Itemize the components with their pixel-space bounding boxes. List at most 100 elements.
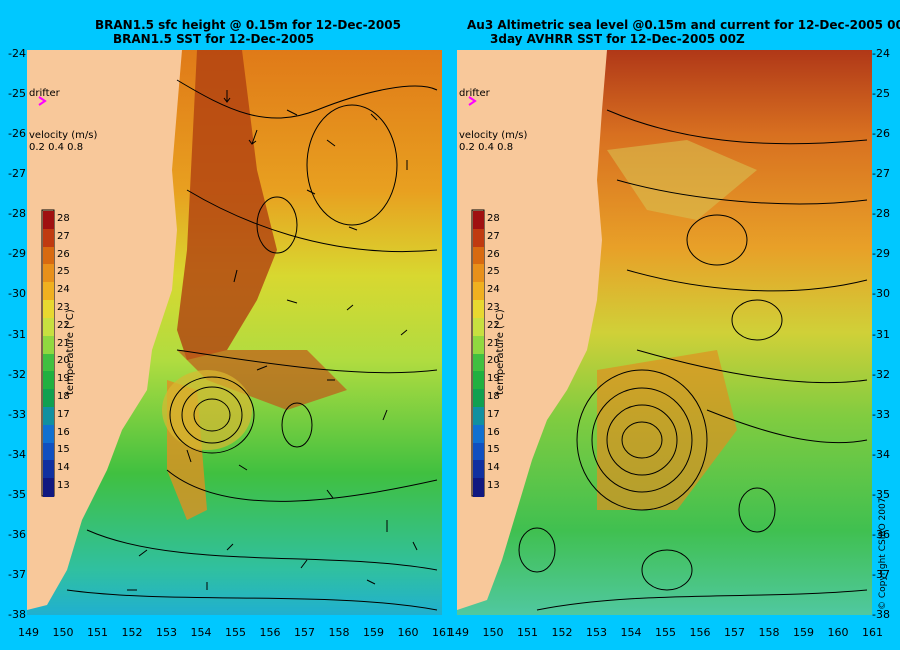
latitude-tick-label: -35 bbox=[8, 487, 26, 501]
longitude-tick-label: 151 bbox=[87, 626, 108, 639]
colorbar-tick-label: 18 bbox=[57, 391, 70, 403]
longitude-tick-label: 159 bbox=[363, 626, 384, 639]
velocity-label-left: velocity (m/s) bbox=[29, 130, 98, 141]
latitude-tick-label: -28 bbox=[872, 207, 890, 221]
colorbar-swatch bbox=[43, 353, 54, 372]
colorbar-tick-label: 26 bbox=[57, 248, 70, 260]
colorbar-right-fill bbox=[473, 211, 484, 497]
colorbar-swatch bbox=[473, 353, 484, 372]
colorbar-swatch bbox=[43, 264, 54, 283]
longitude-tick-label: 156 bbox=[259, 626, 281, 639]
latitude-tick-label: -25 bbox=[872, 87, 890, 101]
colorbar-swatch bbox=[43, 317, 54, 337]
colorbar-swatch bbox=[473, 460, 484, 479]
latitude-tick-label: -24 bbox=[872, 47, 890, 60]
colorbar-tick-label: 21 bbox=[57, 337, 70, 349]
latitude-tick-label: -32 bbox=[872, 367, 890, 381]
colorbar-right-title: temperature (°C) bbox=[495, 309, 506, 395]
left-title-line2: BRAN1.5 SST for 12-Dec-2005 bbox=[113, 32, 315, 46]
latitude-tick-label: -26 bbox=[8, 127, 26, 141]
velocity-values-right: 0.2 0.4 0.8 bbox=[459, 142, 514, 153]
latitude-tick-label: -34 bbox=[872, 447, 890, 461]
latitude-tick-label: -36 bbox=[8, 527, 26, 541]
colorbar-swatch bbox=[43, 424, 54, 444]
latitude-tick-label: -27 bbox=[8, 167, 26, 181]
longitude-tick-label: 155 bbox=[225, 626, 246, 639]
colorbar-swatch bbox=[473, 264, 484, 283]
colorbar-tick-label: 24 bbox=[487, 284, 500, 296]
colorbar-swatch bbox=[43, 371, 54, 390]
latitude-tick-label: -30 bbox=[8, 287, 26, 301]
latitude-tick-label: -25 bbox=[8, 87, 26, 101]
drifter-marker-icon bbox=[38, 96, 47, 106]
latitude-tick-label: -31 bbox=[8, 327, 26, 341]
right-title-line1: Au3 Altimetric sea level @0.15m and curr… bbox=[467, 18, 900, 32]
longitude-tick-label: 157 bbox=[294, 626, 315, 639]
colorbar-tick-label: 25 bbox=[487, 266, 500, 278]
colorbar-tick-label: 27 bbox=[57, 230, 70, 242]
colorbar-tick-label: 24 bbox=[57, 284, 70, 296]
longitude-tick-label: 158 bbox=[328, 626, 350, 639]
latitude-tick-label: -37 bbox=[8, 567, 26, 581]
longitude-tick-label: 154 bbox=[190, 626, 212, 639]
longitude-tick-label: 161 bbox=[432, 626, 453, 639]
colorbar-tick-label: 22 bbox=[487, 319, 500, 331]
colorbar-swatch bbox=[473, 406, 484, 426]
colorbar-tick-label: 21 bbox=[487, 337, 500, 349]
left-title-line1: BRAN1.5 sfc height @ 0.15m for 12-Dec-20… bbox=[95, 18, 401, 32]
colorbar-swatch bbox=[473, 335, 484, 354]
longitude-tick-label: 152 bbox=[121, 626, 143, 639]
colorbar-tick-label: 13 bbox=[57, 480, 70, 492]
latitude-tick-label: -32 bbox=[8, 367, 26, 381]
longitude-tick-label: 149 bbox=[18, 626, 39, 639]
colorbar-tick-label: 14 bbox=[487, 462, 500, 474]
colorbar-swatch bbox=[473, 300, 484, 319]
colorbar-swatch bbox=[43, 335, 54, 354]
colorbar-tick-label: 22 bbox=[57, 319, 70, 331]
colorbar-swatch bbox=[473, 317, 484, 337]
colorbar-swatch bbox=[473, 211, 484, 230]
longitude-tick-label: 149 bbox=[448, 626, 469, 639]
colorbar-tick-label: 15 bbox=[57, 444, 70, 456]
longitude-tick-label: 151 bbox=[517, 626, 538, 639]
drifter-marker-right-icon bbox=[468, 96, 477, 106]
colorbar-tick-label: 20 bbox=[57, 355, 70, 367]
colorbar-swatch bbox=[43, 246, 54, 265]
latitude-tick-label: -33 bbox=[8, 407, 26, 421]
colorbar-swatch bbox=[473, 246, 484, 265]
longitude-tick-label: 150 bbox=[52, 626, 74, 639]
latitude-tick-label: -30 bbox=[872, 287, 890, 301]
latitude-tick-label: -35 bbox=[872, 487, 890, 501]
colorbar-tick-label: 23 bbox=[487, 301, 500, 313]
colorbar-tick-label: 17 bbox=[487, 408, 500, 420]
colorbar-left-fill bbox=[43, 211, 54, 497]
colorbar-swatch bbox=[473, 282, 484, 301]
longitude-tick-label: 156 bbox=[689, 626, 711, 639]
copyright-text: © Copyright CSIRO 2007 bbox=[878, 497, 888, 610]
left-sst-map bbox=[27, 50, 442, 615]
velocity-values-left: 0.2 0.4 0.8 bbox=[29, 142, 84, 153]
longitude-tick-label: 152 bbox=[551, 626, 573, 639]
latitude-tick-label: -38 bbox=[8, 608, 26, 621]
latitude-tick-label: -37 bbox=[872, 567, 890, 581]
colorbar-tick-label: 16 bbox=[487, 426, 500, 438]
colorbar-tick-label: 17 bbox=[57, 408, 70, 420]
colorbar-swatch bbox=[473, 389, 484, 408]
colorbar-tick-label: 26 bbox=[487, 248, 500, 260]
colorbar-swatch bbox=[43, 300, 54, 319]
longitude-tick-label: 159 bbox=[793, 626, 814, 639]
colorbar-tick-label: 28 bbox=[487, 212, 500, 224]
latitude-tick-label: -33 bbox=[872, 407, 890, 421]
longitude-tick-label: 160 bbox=[397, 626, 419, 639]
colorbar-tick-label: 19 bbox=[487, 373, 500, 385]
longitude-tick-label: 155 bbox=[655, 626, 676, 639]
longitude-tick-label: 157 bbox=[724, 626, 745, 639]
longitude-tick-label: 158 bbox=[758, 626, 780, 639]
colorbar-tick-label: 16 bbox=[57, 426, 70, 438]
latitude-tick-label: -28 bbox=[8, 207, 26, 221]
latitude-tick-label: -27 bbox=[872, 167, 890, 181]
latitude-tick-label: -29 bbox=[872, 247, 890, 261]
colorbar-swatch bbox=[43, 442, 54, 461]
colorbar-tick-label: 14 bbox=[57, 462, 70, 474]
longitude-tick-label: 153 bbox=[156, 626, 177, 639]
